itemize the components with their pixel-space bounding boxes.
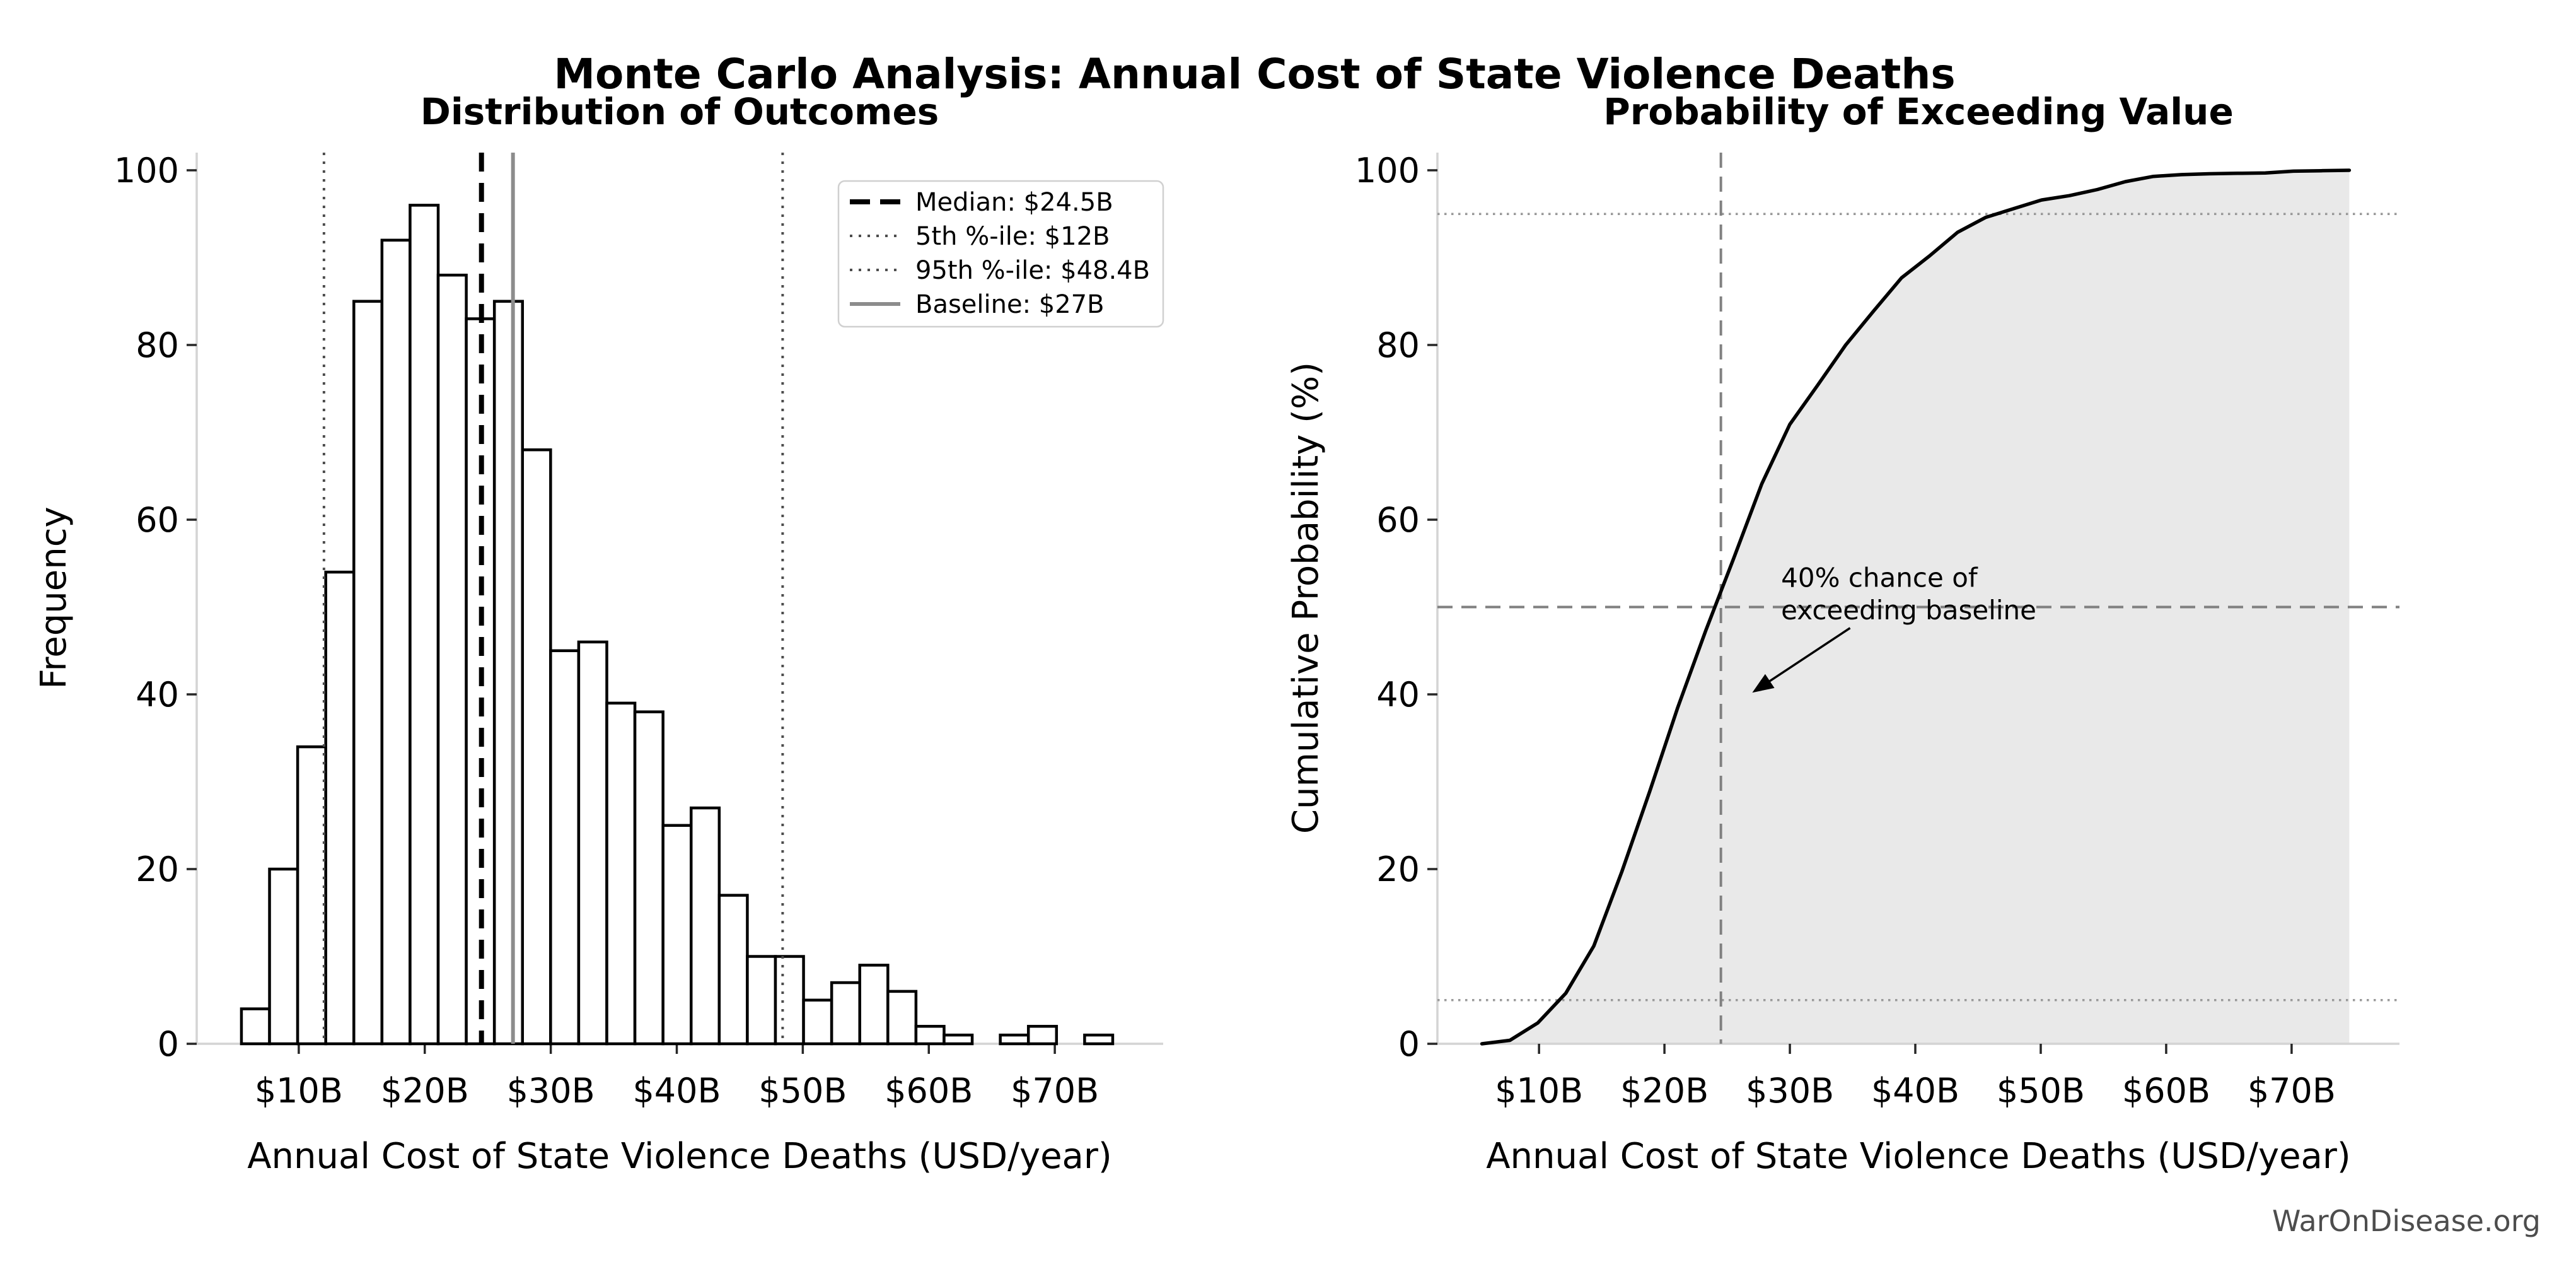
x-tick-label: $60B <box>2122 1071 2210 1111</box>
histogram-bar <box>802 998 833 1046</box>
histogram-bar <box>605 701 637 1046</box>
legend-item: 95th %-ile: $48.4B <box>850 256 1150 285</box>
legend-box <box>837 180 1164 328</box>
x-tick-label: $40B <box>1871 1071 1959 1111</box>
legend-item-label: Median: $24.5B <box>915 188 1113 217</box>
watermark-text: WarOnDisease.org <box>2272 1204 2541 1238</box>
x-tick-label: $30B <box>1746 1071 1834 1111</box>
x-tick-label: $30B <box>507 1071 595 1111</box>
legend-item-label: Baseline: $27B <box>915 290 1105 319</box>
right-x-axis-label: Annual Cost of State Violence Deaths (US… <box>1486 1136 2350 1177</box>
figure-main-title: Monte Carlo Analysis: Annual Cost of Sta… <box>554 50 1955 98</box>
annotation-arrow-head <box>1752 674 1775 693</box>
x-tick-label: $60B <box>885 1071 973 1111</box>
histogram-bar <box>858 964 890 1046</box>
cdf-panel: $10B $20B $30B $40B $50B $60B $70B 0 20 40 60 80 100… <box>1355 151 2399 1111</box>
histogram-bar <box>689 806 721 1046</box>
histogram-bar <box>352 300 384 1046</box>
legend-item-label: 5th %-ile: $12B <box>915 222 1110 251</box>
cdf-area-fill <box>1482 170 2350 1044</box>
y-tick-label: 80 <box>136 325 179 365</box>
y-tick-label: 40 <box>1376 675 1420 715</box>
y-tick-label: 40 <box>136 675 179 715</box>
y-tick-label: 20 <box>1376 850 1420 889</box>
histogram-bar <box>549 649 581 1046</box>
y-tick-label: 100 <box>1355 151 1420 190</box>
x-tick-label: $10B <box>1495 1071 1583 1111</box>
histogram-bar <box>240 1007 271 1046</box>
histogram-bar <box>436 273 468 1046</box>
histogram-bar <box>409 204 440 1046</box>
histogram-bar <box>717 894 749 1046</box>
cdf-curve <box>1480 168 2352 1046</box>
y-tick-label: 60 <box>136 500 179 540</box>
x-tick-label: $50B <box>1997 1071 2085 1111</box>
histogram-bar <box>746 955 777 1046</box>
right-chart-title: Probability of Exceeding Value <box>1603 90 2234 133</box>
y-tick-label: 20 <box>136 850 179 889</box>
x-tick-label: $70B <box>2248 1071 2336 1111</box>
x-tick-label: $20B <box>1620 1071 1709 1111</box>
histogram-bar <box>830 981 861 1046</box>
left-x-axis-label: Annual Cost of State Violence Deaths (US… <box>247 1136 1111 1177</box>
annotation-text-line: exceeding baseline <box>1781 595 2036 626</box>
right-y-axis-label: Cumulative Probability (%) <box>1285 362 1326 834</box>
histogram-bar <box>296 745 327 1046</box>
legend-item: Median: $24.5B <box>850 188 1113 217</box>
histogram-bars <box>240 204 1115 1046</box>
x-tick-label: $10B <box>255 1071 343 1111</box>
legend-item: 5th %-ile: $12B <box>850 222 1110 251</box>
y-tick-label: 100 <box>114 151 179 190</box>
histogram-bar <box>380 238 412 1046</box>
legend-item-label: 95th %-ile: $48.4B <box>915 256 1150 285</box>
annotation-text-line: 40% chance of <box>1781 563 1978 593</box>
histogram-bar <box>492 300 525 1046</box>
y-tick-label: 0 <box>158 1024 179 1064</box>
histogram-bar <box>886 990 918 1046</box>
y-tick-label: 60 <box>1376 500 1420 540</box>
left-chart-title: Distribution of Outcomes <box>421 90 939 133</box>
histogram-bar <box>914 1025 946 1046</box>
histogram-bar <box>1083 1033 1115 1046</box>
y-tick-label: 80 <box>1376 325 1420 365</box>
legend-item: Baseline: $27B <box>850 290 1105 319</box>
left-y-axis-label: Frequency <box>33 506 74 689</box>
histogram-bar <box>633 710 664 1046</box>
histogram-bar <box>268 867 299 1046</box>
x-tick-label: $40B <box>632 1071 721 1111</box>
legend: Median: $24.5B 5th %-ile: $12B 95th %-ile:… <box>837 180 1164 328</box>
histogram-bar <box>661 824 693 1046</box>
histogram-bar <box>577 640 608 1046</box>
x-tick-label: $50B <box>758 1071 847 1111</box>
annotation-arrow-shaft <box>1765 627 1851 685</box>
histogram-bar <box>999 1033 1030 1046</box>
x-tick-label: $70B <box>1011 1071 1099 1111</box>
y-tick-label: 0 <box>1398 1024 1420 1064</box>
histogram-panel: $10B $20B $30B $40B $50B $60B $70B 0 20 40 60 80 100… <box>114 151 1164 1111</box>
histogram-bar <box>1026 1025 1059 1046</box>
histogram-bar <box>324 570 356 1046</box>
x-tick-label: $20B <box>381 1071 469 1111</box>
histogram-bar <box>943 1033 974 1046</box>
histogram-bar <box>521 448 552 1046</box>
histogram-bar <box>774 955 805 1046</box>
